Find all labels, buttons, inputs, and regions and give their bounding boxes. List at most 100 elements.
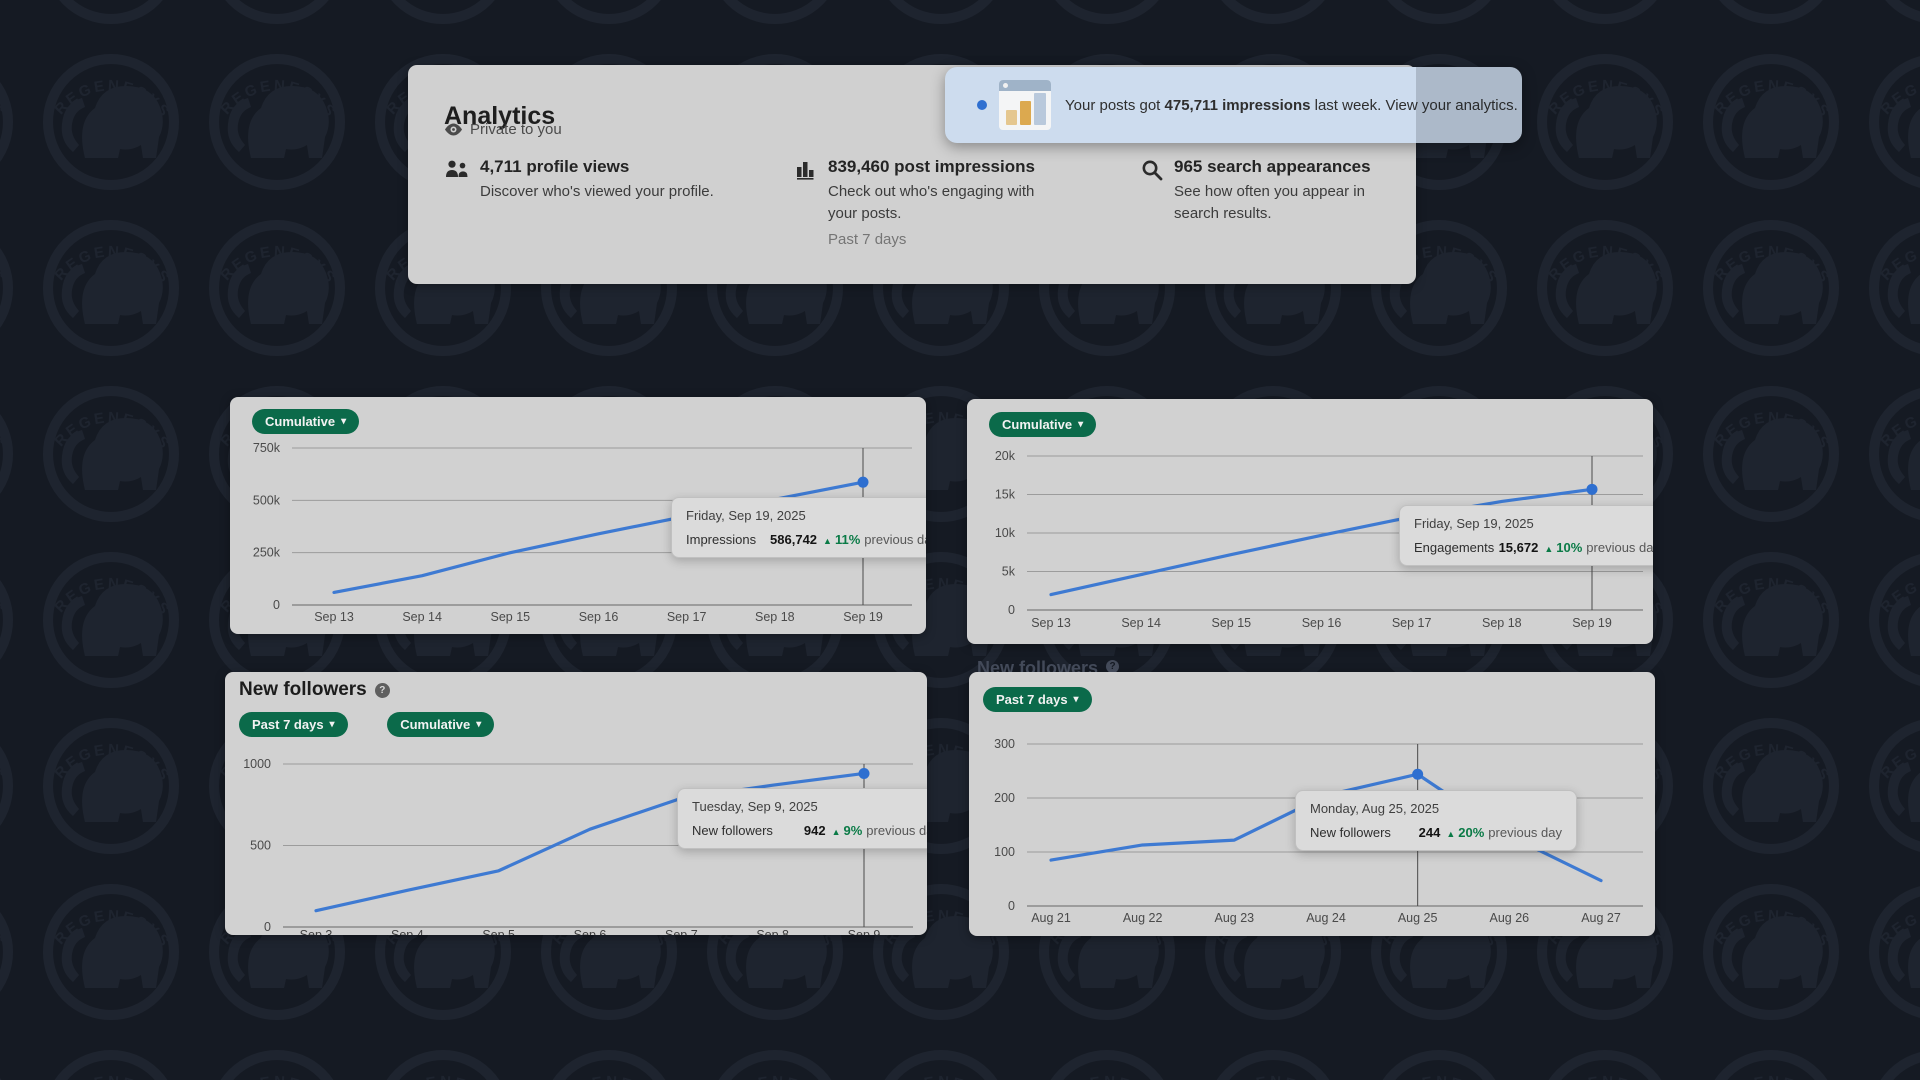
dropdown-label: Cumulative: [400, 717, 471, 732]
stat-period: Past 7 days: [828, 230, 907, 248]
range-dropdown[interactable]: Past 7 days ▾: [239, 712, 348, 737]
highlight-dot: [857, 476, 869, 488]
impressions-notification[interactable]: Your posts got 475,711 impressions last …: [945, 67, 1522, 143]
view-dropdown[interactable]: Cumulative ▾: [989, 412, 1097, 437]
chevron-down-icon: ▾: [341, 415, 347, 427]
chart-tooltip: Friday, Sep 19, 2025 Engagements 15,672 ▲ 10…: [1399, 505, 1653, 566]
tooltip-series-label: Engagements: [1414, 540, 1495, 555]
tooltip-delta: 11%: [834, 532, 861, 547]
engagements-chart-panel: Cumulative ▾ 20k 15k 10k 5k 0 Sep 13 Sep 14 Sep 1…: [967, 399, 1653, 644]
stat-post-impressions[interactable]: 839,460 post impressions Check out who's…: [794, 157, 1094, 248]
tooltip-date: Monday, Aug 25, 2025: [1310, 801, 1440, 816]
stat-search-appearances[interactable]: 965 search appearances See how often you…: [1140, 157, 1416, 225]
tooltip-value: 15,672: [1498, 540, 1539, 555]
chart-tooltip: Tuesday, Sep 9, 2025 New followers 942 ▲ 9% p…: [677, 788, 927, 849]
help-icon[interactable]: ?: [374, 682, 390, 698]
impressions-chart-panel: Cumulative ▾ 750k 500k 250k 0 Sep 13 Sep 14 Sep …: [230, 397, 926, 634]
chart-title-text: New followers: [239, 679, 367, 700]
bar-chart-icon: [797, 162, 814, 180]
tooltip-delta: 9%: [843, 823, 863, 838]
delta-up-icon: ▲: [1446, 829, 1456, 839]
chevron-down-icon: ▾: [1078, 418, 1084, 430]
page-title: Analytics: [444, 101, 556, 130]
stat-value: 4,711 profile views: [480, 157, 630, 176]
highlight-dot: [1586, 483, 1598, 495]
stat-description: Discover who's viewed your profile.: [480, 183, 714, 201]
people-icon: [446, 160, 468, 177]
view-dropdown[interactable]: Cumulative ▾: [252, 409, 360, 434]
tooltip-delta: 20%: [1458, 825, 1485, 840]
y-axis-tick: 300: [994, 737, 1015, 751]
tooltip-date: Tuesday, Sep 9, 2025: [692, 799, 818, 814]
view-dropdown[interactable]: Past 7 days ▾: [983, 687, 1092, 712]
analytics-window-icon: [999, 80, 1051, 130]
highlight-dot: [1412, 768, 1424, 780]
view-dropdown[interactable]: Cumulative ▾: [387, 712, 495, 737]
tooltip-delta-suffix: previous day: [864, 532, 926, 547]
dropdown-label: Cumulative: [265, 414, 336, 429]
trend-line: [1049, 487, 1594, 597]
y-axis-tick: 0: [1008, 603, 1015, 617]
chart-tooltip: Monday, Aug 25, 2025 New followers 244 ▲ 20%…: [1295, 790, 1577, 851]
highlight-dot: [858, 767, 870, 779]
x-axis-label: Sep 18: [755, 610, 795, 624]
x-axis-label: Sep 5: [482, 928, 515, 935]
y-axis-tick: 500k: [253, 493, 281, 507]
clipped-chart-title: New followers?: [977, 658, 1217, 672]
x-axis-label: Sep 17: [1392, 616, 1432, 630]
y-axis-tick: 750k: [253, 441, 281, 455]
x-axis-label: Sep 13: [314, 610, 354, 624]
y-axis-tick: 20k: [995, 449, 1016, 463]
privacy-row: Private to you: [444, 121, 562, 138]
y-axis-tick: 500: [250, 839, 271, 853]
tooltip-value: 942: [803, 823, 826, 838]
delta-up-icon: ▲: [1544, 544, 1554, 554]
y-axis-tick: 0: [1008, 899, 1015, 913]
x-axis-label: Sep 9: [848, 928, 881, 935]
y-axis-tick: 0: [273, 598, 280, 612]
dropdown-label: Past 7 days: [252, 717, 324, 732]
tooltip-delta-suffix: previous day: [1586, 540, 1653, 555]
y-axis-tick: 15k: [995, 488, 1016, 502]
stat-value: 839,460 post impressions: [828, 157, 1035, 176]
y-axis-tick: 1000: [243, 757, 271, 771]
delta-up-icon: ▲: [823, 536, 832, 546]
notification-text: Your posts got 475,711 impressions last …: [1065, 96, 1518, 114]
y-axis-tick: 100: [994, 845, 1015, 859]
stat-description: See how often you appear in search resul…: [1174, 183, 1365, 223]
x-axis-label: Sep 19: [843, 610, 883, 624]
stat-profile-views[interactable]: 4,711 profile views Discover who's viewe…: [444, 157, 744, 203]
tooltip-delta-suffix: previous day: [866, 823, 927, 838]
y-axis-tick: 5k: [1002, 565, 1016, 579]
x-axis-label: Sep 17: [667, 610, 707, 624]
tooltip-series-label: Impressions: [686, 532, 757, 547]
x-axis-label: Sep 16: [579, 610, 619, 624]
tooltip-delta: 10%: [1556, 540, 1583, 555]
tooltip-value-row: New followers 244 ▲ 20% previous day: [1310, 825, 1562, 840]
x-axis-label: Sep 6: [574, 928, 607, 935]
tooltip-series-label: New followers: [1310, 825, 1391, 840]
eye-icon: [445, 123, 462, 136]
chart-title: New followers?: [239, 679, 390, 701]
x-axis-label: Sep 18: [1482, 616, 1522, 630]
tooltip-value: 244: [1418, 825, 1441, 840]
x-axis-label: Sep 13: [1031, 616, 1071, 630]
tooltip-value-row: Impressions 586,742 ▲11%previous day: [686, 532, 926, 547]
chevron-down-icon: ▾: [1073, 693, 1079, 705]
tooltip-delta-suffix: previous day: [1488, 825, 1562, 840]
chevron-down-icon: ▾: [476, 718, 482, 730]
delta-up-icon: ▲: [831, 827, 841, 837]
x-axis-label: Sep 4: [391, 928, 424, 935]
clipped-title-text: New followers: [977, 658, 1099, 672]
stat-value: 965 search appearances: [1174, 157, 1371, 176]
help-icon: ?: [1106, 660, 1120, 672]
x-axis-label: Sep 15: [491, 610, 531, 624]
privacy-label: Private to you: [470, 121, 562, 138]
chart-plot: 20k 15k 10k 5k 0 Sep 13 Sep 14 Sep 15 Sep 16 Sep …: [995, 449, 1643, 630]
stat-description: Check out who's engaging with your posts…: [828, 183, 1035, 223]
x-axis-label: Aug 26: [1490, 911, 1530, 925]
x-axis-label: Sep 15: [1212, 616, 1252, 630]
trend-line: [314, 771, 866, 913]
x-axis-label: Sep 14: [402, 610, 442, 624]
